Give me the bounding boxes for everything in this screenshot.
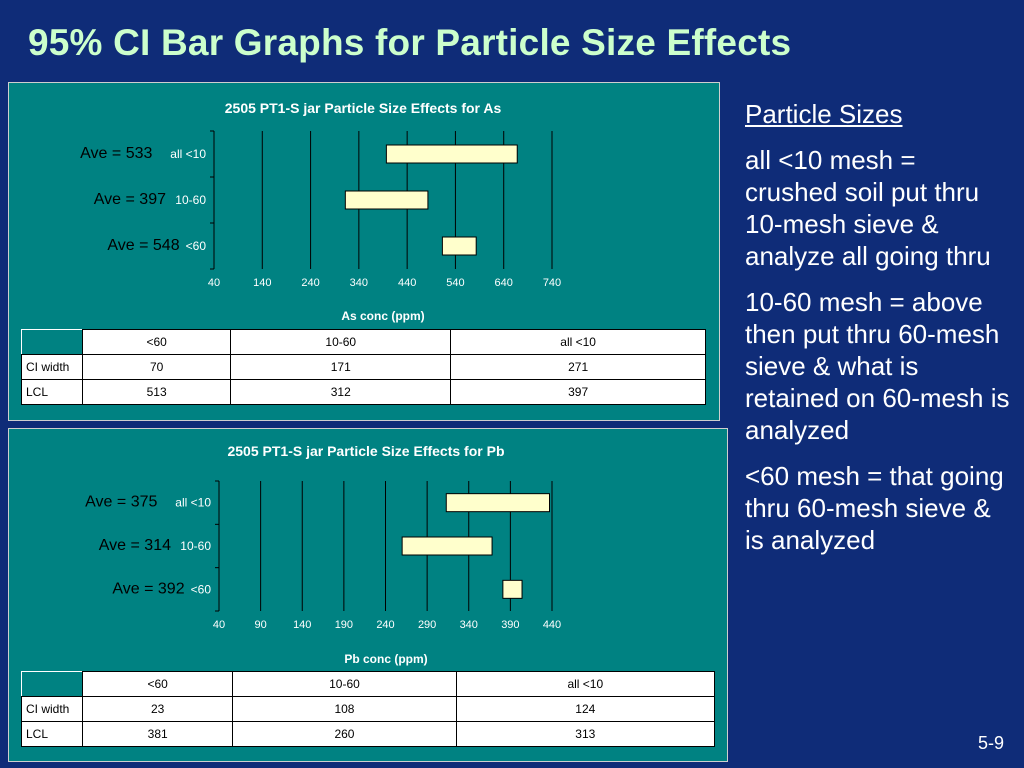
table-cell: 70 — [81, 354, 232, 380]
pb-x-tick-label: 140 — [293, 619, 311, 631]
as-average-label: Ave = 548 — [107, 237, 179, 254]
as-x-tick-label: 240 — [301, 277, 319, 289]
table-cell: 381 — [81, 721, 234, 747]
pb-ci-bar — [445, 493, 551, 513]
as-category-label: all <10 — [170, 147, 206, 161]
as-chart-title: 2505 PT1-S jar Particle Size Effects for… — [225, 100, 502, 116]
as-x-tick-label: 740 — [543, 277, 561, 289]
notes-heading: Particle Sizes — [745, 99, 903, 129]
pb-category-label: all <10 — [175, 496, 211, 510]
pb-average-label: Ave = 392 — [112, 580, 184, 597]
pb-ci-bar — [401, 536, 493, 556]
as-x-tick-label: 640 — [495, 277, 513, 289]
as-ci-bar — [344, 190, 429, 210]
table-col-header: <60 — [81, 671, 234, 697]
table-cell: 312 — [230, 379, 452, 405]
table-cell: 260 — [232, 721, 457, 747]
table-col-header: <60 — [81, 329, 232, 355]
table-row-label: LCL — [21, 379, 83, 405]
pb-x-tick-label: 40 — [213, 619, 225, 631]
pb-ci-bar — [502, 579, 523, 599]
as-ci-bar — [441, 236, 477, 256]
notes-paragraph: <60 mesh = that going thru 60-mesh sieve… — [745, 461, 1004, 555]
pb-x-tick-label: 190 — [335, 619, 353, 631]
table-col-header: all <10 — [450, 329, 706, 355]
table-cell: 124 — [455, 696, 716, 722]
table-row: CI width 23 108 124 — [21, 696, 716, 722]
pb-average-label: Ave = 314 — [99, 537, 171, 554]
pb-x-tick-label: 290 — [418, 619, 436, 631]
pb-data-table: <60 10-60 all <10 CI width 23 108 124 LC… — [21, 671, 716, 747]
table-cell: 108 — [232, 696, 457, 722]
table-row: LCL 381 260 313 — [21, 721, 716, 747]
as-x-tick-label: 40 — [208, 277, 220, 289]
table-corner — [21, 671, 83, 697]
pb-average-label: Ave = 375 — [85, 494, 157, 511]
table-col-header: 10-60 — [232, 671, 457, 697]
pb-x-axis-title: Pb conc (ppm) — [344, 652, 427, 666]
notes-paragraph: 10-60 mesh = above then put thru 60-mesh… — [745, 287, 1010, 445]
as-category-label: <60 — [186, 239, 207, 253]
table-cell: 313 — [455, 721, 716, 747]
as-category-label: 10-60 — [175, 193, 206, 207]
pb-x-tick-label: 340 — [460, 619, 478, 631]
pb-category-label: <60 — [191, 582, 212, 596]
as-average-label: Ave = 397 — [94, 191, 166, 208]
as-data-table: <60 10-60 all <10 CI width 70 171 271 LC… — [21, 329, 706, 405]
page-number: 5-9 — [977, 733, 1004, 753]
pb-chart-panel: 2505 PT1-S jar Particle Size Effects for… — [8, 428, 728, 762]
pb-x-tick-label: 390 — [501, 619, 519, 631]
table-header-row: <60 10-60 all <10 — [21, 671, 716, 697]
table-cell: 513 — [81, 379, 232, 405]
pb-x-tick-label: 90 — [255, 619, 267, 631]
as-ci-bar — [385, 144, 518, 164]
table-header-row: <60 10-60 all <10 — [21, 329, 706, 355]
table-cell: 271 — [450, 354, 706, 380]
table-row: CI width 70 171 271 — [21, 354, 706, 380]
as-chart-panel: 2505 PT1-S jar Particle Size Effects for… — [8, 82, 720, 421]
as-x-axis-title: As conc (ppm) — [341, 309, 424, 323]
pb-chart-svg: 2505 PT1-S jar Particle Size Effects for… — [85, 443, 561, 666]
as-x-tick-label: 440 — [398, 277, 416, 289]
as-x-tick-label: 340 — [350, 277, 368, 289]
particle-sizes-notes: Particle Sizes all <10 mesh = crushed so… — [745, 98, 1010, 570]
as-x-tick-label: 140 — [253, 277, 271, 289]
table-row-label: LCL — [21, 721, 83, 747]
as-average-label: Ave = 533 — [80, 145, 152, 162]
table-row-label: CI width — [21, 696, 83, 722]
pb-x-tick-label: 440 — [543, 619, 561, 631]
table-row: LCL 513 312 397 — [21, 379, 706, 405]
pb-x-tick-label: 240 — [376, 619, 394, 631]
notes-paragraph: all <10 mesh = crushed soil put thru 10-… — [745, 145, 991, 271]
pb-category-label: 10-60 — [180, 539, 211, 553]
table-row-label: CI width — [21, 354, 83, 380]
slide-title: 95% CI Bar Graphs for Particle Size Effe… — [28, 22, 792, 63]
table-col-header: all <10 — [455, 671, 716, 697]
as-chart-svg: 2505 PT1-S jar Particle Size Effects for… — [80, 100, 561, 323]
table-cell: 23 — [81, 696, 234, 722]
as-x-tick-label: 540 — [446, 277, 464, 289]
pb-chart-title: 2505 PT1-S jar Particle Size Effects for… — [227, 443, 504, 459]
table-corner — [21, 329, 83, 355]
table-cell: 397 — [450, 379, 706, 405]
table-col-header: 10-60 — [230, 329, 452, 355]
table-cell: 171 — [230, 354, 452, 380]
